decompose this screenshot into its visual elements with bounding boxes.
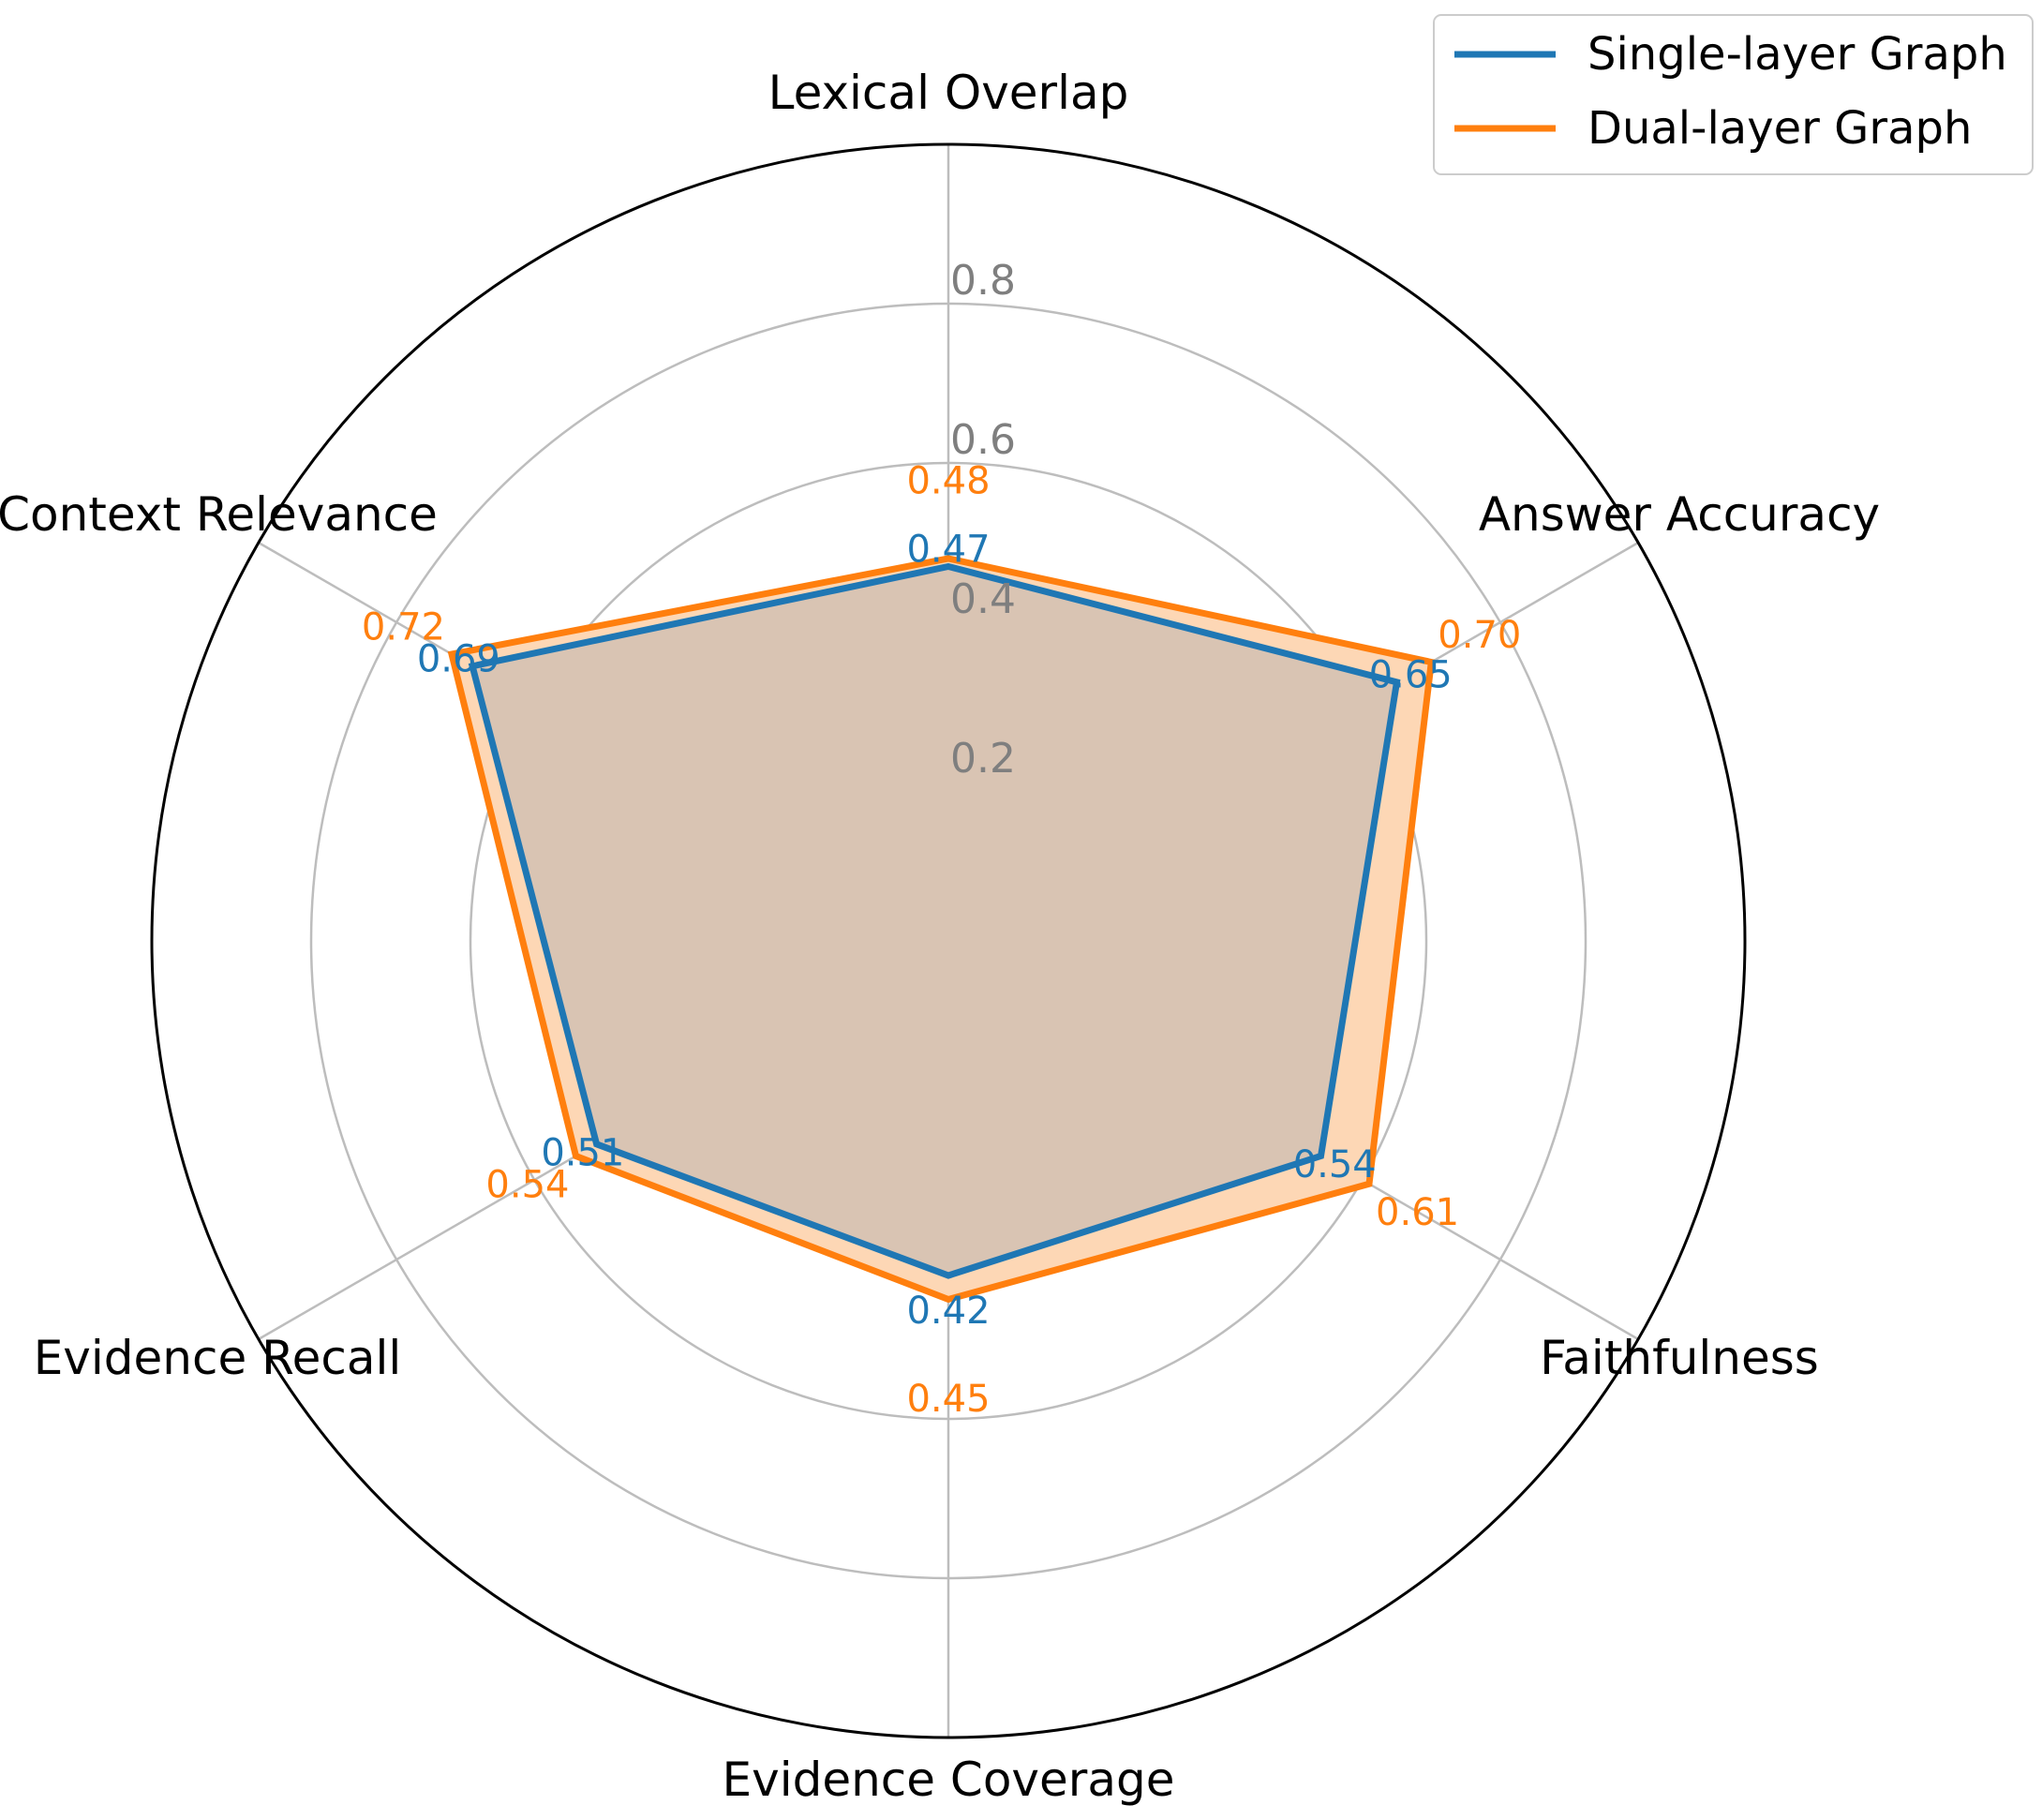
data-label: 0.65 (1369, 653, 1453, 696)
data-label: 0.54 (1293, 1143, 1377, 1186)
outer-ring (150, 142, 1747, 1739)
series-fill-single (472, 566, 1397, 1275)
data-label: 0.54 (485, 1163, 569, 1206)
radial-tick-label: 0.4 (950, 575, 1016, 623)
data-label: 0.47 (906, 529, 990, 572)
legend: Single-layer Graph Dual-layer Graph (1433, 14, 2034, 175)
data-label: 0.61 (1376, 1191, 1459, 1234)
legend-box (1433, 14, 2034, 175)
legend-label-single: Single-layer Graph (1587, 28, 2007, 81)
axis-label: Answer Accuracy (1479, 487, 1880, 542)
data-label: 0.48 (906, 460, 990, 503)
axis-label: Faithfulness (1540, 1331, 1819, 1385)
radial-tick-label: 0.8 (950, 257, 1016, 305)
axis-label: Evidence Recall (34, 1331, 402, 1385)
legend-label-dual: Dual-layer Graph (1587, 102, 1972, 155)
data-label: 0.70 (1438, 614, 1521, 657)
radial-tick-label: 0.6 (950, 416, 1016, 464)
data-label: 0.51 (541, 1131, 624, 1174)
series-layer (447, 555, 1436, 1304)
data-label: 0.69 (417, 637, 500, 680)
series-line-dual (447, 555, 1436, 1304)
radial-tick-label: 0.2 (950, 735, 1016, 783)
axis-label: Context Relevance (0, 487, 438, 542)
data-label: 0.42 (906, 1290, 990, 1333)
axis-label: Evidence Coverage (723, 1753, 1175, 1807)
axis-labels: Lexical Overlap Answer Accuracy Faithfulne… (0, 66, 1880, 1807)
radial-tick-labels: 0.2 0.4 0.6 0.8 (950, 257, 1016, 783)
axis-label: Lexical Overlap (768, 66, 1129, 120)
data-label: 0.72 (362, 605, 445, 649)
data-labels: 0.47 0.65 0.54 0.42 0.51 0.69 0.48 0.70 0.61 0.45… (362, 460, 1521, 1422)
series-line-single (468, 562, 1401, 1279)
data-label: 0.45 (906, 1378, 990, 1421)
